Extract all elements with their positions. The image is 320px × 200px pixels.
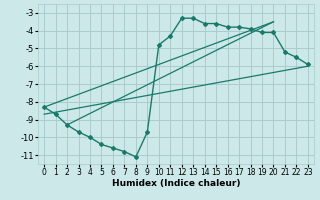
X-axis label: Humidex (Indice chaleur): Humidex (Indice chaleur) xyxy=(112,179,240,188)
